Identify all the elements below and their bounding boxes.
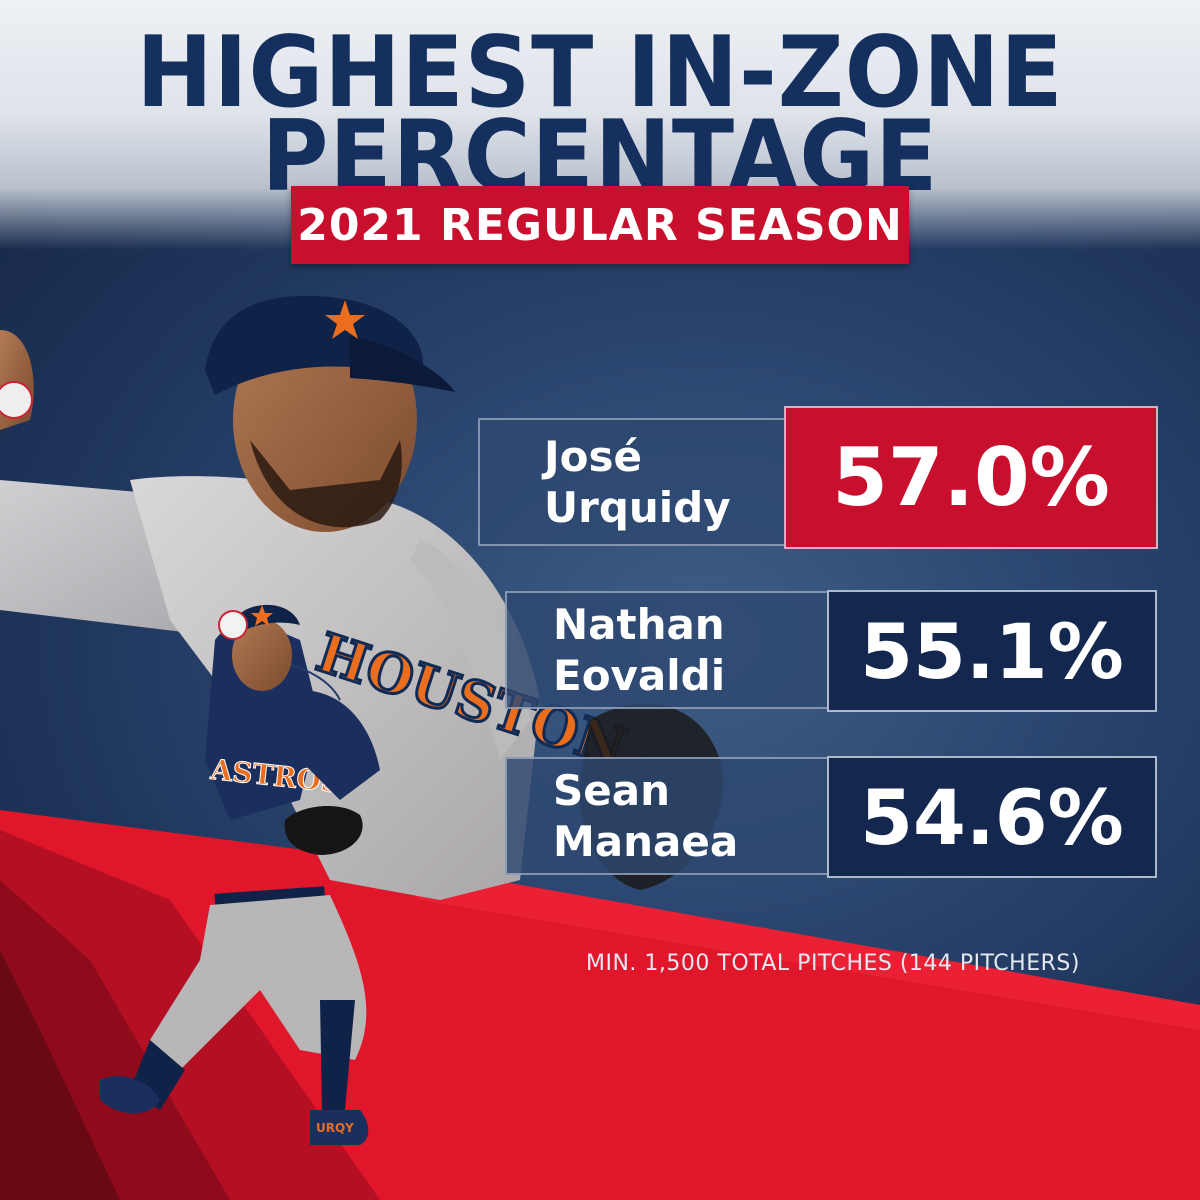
leader-name-box-2: Nathan Eovaldi bbox=[505, 591, 837, 709]
leader-name-box-1: José Urquidy bbox=[478, 418, 808, 546]
leader-stat-box-1: 57.0% bbox=[784, 406, 1158, 549]
leader-stat-box-2: 55.1% bbox=[827, 590, 1157, 712]
leader-stat-box-3: 54.6% bbox=[827, 756, 1157, 878]
leader-last-name: Eovaldi bbox=[553, 651, 726, 700]
leader-last-name: Manaea bbox=[553, 817, 739, 866]
leader-last-name: Urquidy bbox=[544, 483, 731, 532]
title-line-1: HIGHEST IN-ZONE bbox=[136, 16, 1064, 130]
shoe-lettering: URQY bbox=[316, 1121, 354, 1135]
subtitle-banner: 2021 REGULAR SEASON bbox=[291, 186, 909, 264]
leader-first-name: Nathan bbox=[553, 599, 725, 649]
footnote: MIN. 1,500 TOTAL PITCHES (144 PITCHERS) bbox=[586, 951, 1080, 976]
leader-name-box-3: Sean Manaea bbox=[505, 757, 837, 875]
leader-first-name: José bbox=[544, 431, 642, 481]
leader-first-name: Sean bbox=[553, 765, 670, 815]
